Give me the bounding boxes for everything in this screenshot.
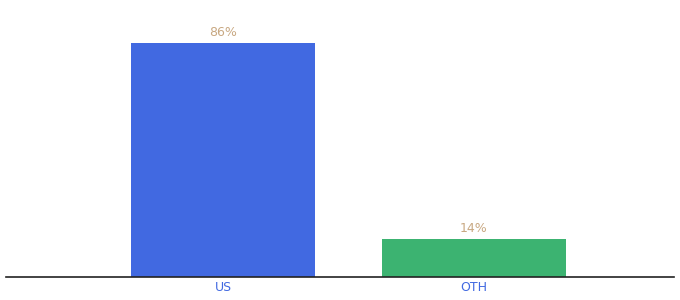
Text: 14%: 14% — [460, 222, 488, 235]
Bar — [381, 238, 566, 277]
Bar — [131, 44, 315, 277]
Text: 86%: 86% — [209, 26, 237, 39]
